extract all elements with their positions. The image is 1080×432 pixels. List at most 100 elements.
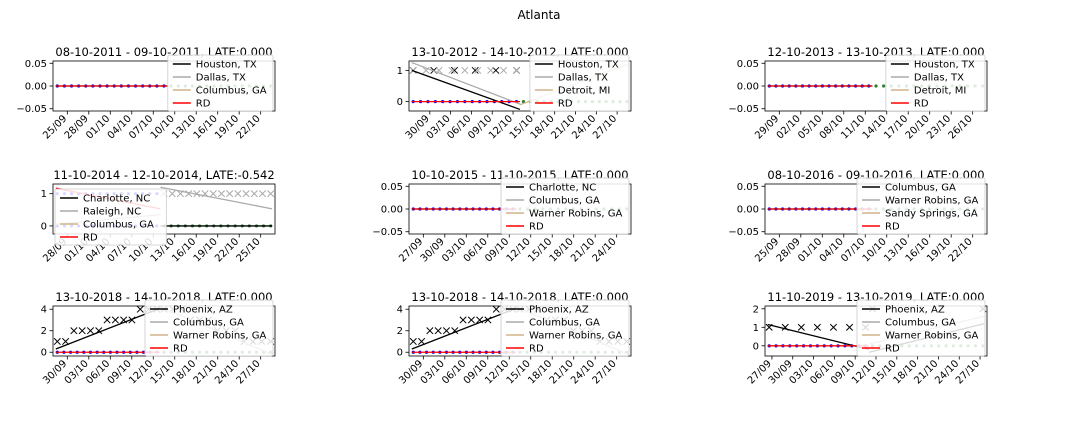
y-tick-label: −0.05 xyxy=(728,227,759,238)
data-point xyxy=(62,337,70,346)
data-point xyxy=(467,316,475,324)
legend: Charlotte, NC Raleigh, NC Columbus, GA RD xyxy=(54,188,167,246)
legend-label: Columbus, GA xyxy=(196,86,267,97)
subplot: 08-10-2016 - 09-10-2016, LATE:0.000−0.05… xyxy=(728,168,988,265)
y-tick-label: 0.00 xyxy=(381,205,403,216)
legend-box xyxy=(529,54,630,112)
legend-label: Warner Robins, GA xyxy=(529,209,622,220)
legend: Houston, TX Dallas, TX Detroit, MI RD xyxy=(529,54,630,112)
legend-label: Houston, TX xyxy=(196,60,257,71)
legend: Phoenix, AZ Columbus, GA Warner Robins, GA… xyxy=(500,299,630,357)
data-point xyxy=(813,323,821,331)
y-tick-label: 0 xyxy=(397,97,403,108)
legend-label: Detroit, MI xyxy=(914,86,966,97)
subplot: 13-10-2012 - 14-10-2012, LATE:0.0000130/… xyxy=(397,45,632,142)
subplot-title: 11-10-2014 - 12-10-2014, LATE:-0.542 xyxy=(53,168,274,182)
data-point xyxy=(492,66,500,74)
subplot: 11-10-2019 - 13-10-2019, LATE:0.00001227… xyxy=(746,290,988,387)
legend-label: Phoenix, AZ xyxy=(173,305,233,316)
data-point xyxy=(461,66,469,74)
legend-label: RD xyxy=(885,344,900,355)
y-tick-label: −0.05 xyxy=(372,227,403,238)
data-point xyxy=(209,190,217,198)
legend-label: RD xyxy=(173,344,188,355)
figure-title: Atlanta xyxy=(517,8,560,22)
y-tick-label: 0 xyxy=(41,221,47,232)
legend: Houston, TX Dallas, TX Detroit, MI RD xyxy=(885,54,986,112)
legend-label: Dallas, TX xyxy=(558,73,608,84)
legend-box xyxy=(856,177,986,235)
legend-box xyxy=(144,299,274,357)
y-tick-label: 0.05 xyxy=(25,59,47,70)
x-tick-label: 22/10 xyxy=(947,236,975,264)
legend-label: RD xyxy=(558,99,573,110)
y-tick-label: 0.00 xyxy=(737,205,759,216)
data-point xyxy=(492,305,500,313)
legend-box xyxy=(167,54,274,112)
legend: Charlotte, NC Columbus, GA Warner Robins, … xyxy=(500,177,630,235)
data-point xyxy=(168,190,176,198)
fit-line xyxy=(411,61,521,105)
legend-label: Charlotte, NC xyxy=(83,194,150,205)
x-tick-label: 26/10 xyxy=(947,113,975,141)
legend-label: Columbus, GA xyxy=(83,220,154,231)
legend-label: Warner Robins, GA xyxy=(885,331,978,342)
data-point xyxy=(797,323,805,331)
legend-label: RD xyxy=(196,99,211,110)
legend-label: Columbus, GA xyxy=(885,318,956,329)
legend-label: Columbus, GA xyxy=(885,183,956,194)
data-point xyxy=(258,190,267,198)
data-point xyxy=(418,337,426,346)
data-point xyxy=(86,327,95,335)
data-point xyxy=(474,66,482,74)
data-point xyxy=(103,316,111,324)
data-point xyxy=(829,323,838,331)
legend: Houston, TX Dallas, TX Columbus, GA RD xyxy=(167,54,274,112)
fit-line xyxy=(160,186,273,210)
x-tick-label: 27/10 xyxy=(591,358,619,386)
legend-label: Charlotte, NC xyxy=(529,183,596,194)
data-point xyxy=(512,66,521,74)
legend: Phoenix, AZ Columbus, GA Warner Robins, GA… xyxy=(144,299,274,357)
y-tick-label: −0.05 xyxy=(16,104,47,115)
y-tick-label: 2 xyxy=(397,326,403,337)
data-point xyxy=(234,190,242,198)
y-tick-label: 0 xyxy=(397,348,403,359)
x-tick-label: 27/10 xyxy=(954,358,982,386)
data-point xyxy=(434,327,442,335)
subplot: 10-10-2015 - 11-10-2015, LATE:0.000−0.05… xyxy=(372,168,632,265)
data-point xyxy=(521,100,526,104)
legend-label: Warner Robins, GA xyxy=(173,331,266,342)
y-tick-label: 0 xyxy=(41,348,47,359)
x-tick-label: 22/10 xyxy=(235,113,263,141)
data-point xyxy=(111,316,119,324)
data-point xyxy=(442,327,451,335)
y-tick-label: 1 xyxy=(753,323,759,334)
subplot: 12-10-2013 - 13-10-2013, LATE:0.000−0.05… xyxy=(728,45,988,142)
legend-box xyxy=(500,177,630,235)
data-point xyxy=(226,190,234,198)
x-tick-label: 24/10 xyxy=(591,236,619,264)
legend-label: Dallas, TX xyxy=(914,73,964,84)
data-point xyxy=(185,190,193,198)
legend-label: Sandy Springs, GA xyxy=(885,209,978,220)
y-tick-label: 0.00 xyxy=(25,82,47,93)
data-point xyxy=(53,337,61,346)
data-point xyxy=(426,327,434,335)
y-tick-label: 0.05 xyxy=(381,182,403,193)
legend-label: RD xyxy=(885,222,900,233)
legend-box xyxy=(54,188,167,246)
data-point xyxy=(874,84,878,88)
legend: Columbus, GA Warner Robins, GA Sandy Sprin… xyxy=(856,177,986,235)
fit-line xyxy=(411,69,521,111)
legend-label: Raleigh, NC xyxy=(83,207,141,218)
data-point xyxy=(500,66,508,74)
y-tick-label: 2 xyxy=(753,304,759,315)
x-tick-label: 25/10 xyxy=(235,236,263,264)
legend-label: RD xyxy=(914,99,929,110)
data-point xyxy=(845,323,854,331)
data-point xyxy=(448,66,456,74)
legend-label: Phoenix, AZ xyxy=(529,305,589,316)
fit-line xyxy=(411,307,517,350)
